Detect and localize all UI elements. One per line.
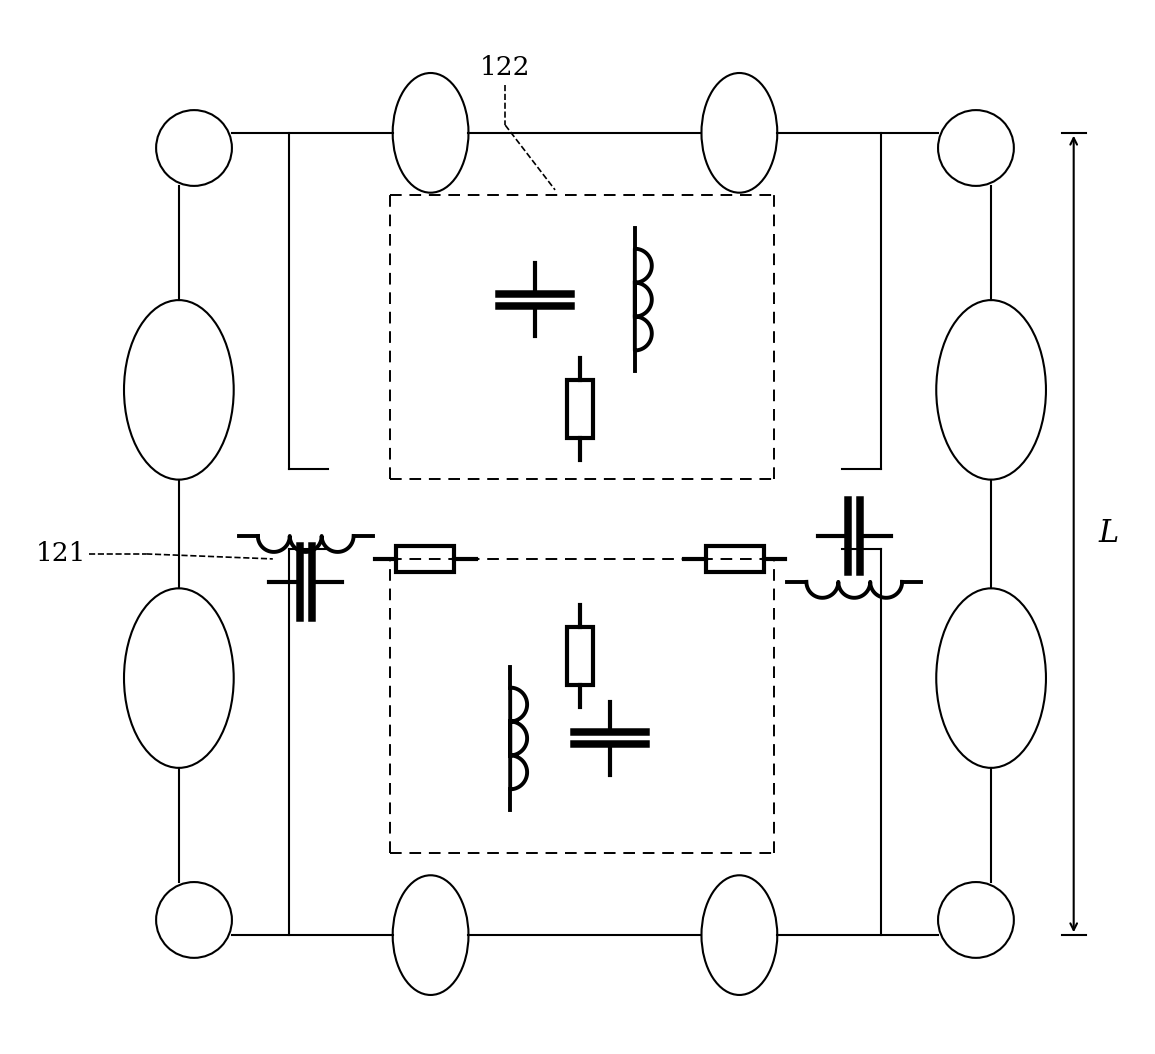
Bar — [396, 546, 454, 572]
Text: 122: 122 — [480, 55, 530, 80]
Bar — [706, 546, 763, 572]
Text: L: L — [1098, 519, 1119, 549]
Bar — [567, 380, 593, 438]
Bar — [567, 627, 593, 685]
Text: 121: 121 — [36, 542, 87, 566]
